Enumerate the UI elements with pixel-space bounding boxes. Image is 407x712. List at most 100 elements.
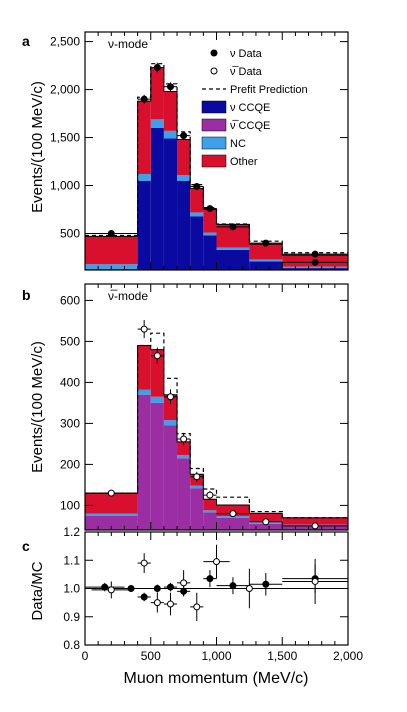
data-point-a-6 — [206, 205, 214, 213]
data-point-b-8 — [262, 518, 270, 526]
bar-other-a-2 — [150, 67, 164, 120]
legend-swatch-4 — [201, 118, 227, 132]
plot-area-c: 0.8 0.9 1.0 1.1 1.2 0 500 1,000 1,500 2,000 — [63, 525, 363, 663]
ratio-point-nu-1 — [127, 585, 135, 592]
data-point-a-9 — [311, 250, 319, 258]
bar-nubar_ccqe-b-6 — [203, 512, 217, 530]
xtick-label-0: 0 — [82, 649, 89, 663]
bar-nubar_ccqe-b-3 — [163, 425, 178, 530]
legend-swatch-3 — [201, 100, 227, 114]
bar-nu_ccqe-a-7 — [216, 249, 250, 270]
bar-nc-a-3 — [163, 130, 178, 139]
ratio-point-nu-0 — [101, 583, 109, 591]
ytick-label-a-1: 1,000 — [50, 179, 80, 193]
ytick-label-b-0: 100 — [60, 498, 80, 512]
bar-nu_ccqe-a-2 — [150, 127, 164, 270]
ratio-point-nubar-3 — [166, 600, 174, 608]
ratio-point-nu-4 — [166, 583, 174, 591]
bar-nc-b-3 — [163, 420, 178, 426]
ratio-point-nu-3 — [153, 585, 161, 592]
plot-area-b: 100 200 300 400 500 600 — [60, 283, 349, 531]
bar-nc-b-2 — [150, 396, 164, 403]
bar-nc-a-9 — [282, 266, 348, 269]
ytick-label-b-5: 600 — [60, 293, 80, 307]
ratio-point-nubar-0 — [107, 586, 115, 594]
legend-label-5: NC — [230, 138, 246, 150]
data-point-a-7 — [229, 223, 237, 231]
panel-b: b Events/(100 MeV/c) 100200300400500600 … — [22, 283, 349, 531]
bar-nc-b-5 — [190, 485, 204, 489]
bar-other-a-8 — [249, 244, 283, 260]
ytick-label-b-3: 400 — [60, 375, 80, 389]
xtick-label-1: 500 — [141, 649, 161, 663]
data-point-a-8 — [262, 239, 270, 247]
plot-area-a: 500 1,000 1,500 2,000 2,500 — [50, 31, 349, 271]
panel-b-label: b — [22, 287, 31, 303]
data-point-a-1 — [140, 95, 148, 103]
bar-other-a-6 — [203, 209, 217, 233]
data-point-b-6 — [206, 491, 214, 499]
ratio-point-nubar-5 — [193, 603, 201, 611]
bar-other-a-4 — [177, 139, 191, 175]
bar-nc-b-4 — [177, 454, 191, 459]
xtick-label-3: 1,500 — [267, 649, 297, 663]
bar-nu_ccqe-a-5 — [190, 216, 204, 270]
ytick-label-b-4: 500 — [60, 334, 80, 348]
legend-label-4: ν̅ CCQE — [230, 120, 270, 132]
bar-other-b-0 — [85, 493, 138, 514]
data-point-b-9 — [311, 522, 319, 530]
bar-nubar_ccqe-b-8 — [249, 523, 283, 530]
xtick-label-2: 1,000 — [201, 649, 231, 663]
bar-other-a-1 — [137, 101, 151, 175]
bar-nubar_ccqe-b-5 — [190, 488, 204, 530]
bar-nubar_ccqe-b-1 — [137, 394, 151, 530]
ratio-point-nubar-7 — [245, 585, 253, 592]
legend-label-1: ν̅ Data — [230, 66, 263, 78]
bar-other-b-9 — [282, 517, 348, 525]
legend-label-6: Other — [230, 156, 258, 168]
panel-a-mode-text: ν-mode — [108, 37, 148, 51]
data-point-a-0 — [107, 230, 115, 238]
ytick-label-c-1: 0.9 — [63, 610, 80, 624]
bar-other-a-0 — [85, 236, 138, 265]
prefit-line-a — [85, 63, 348, 254]
ytick-label-c-2: 1.0 — [63, 582, 80, 596]
bar-nu_ccqe-a-4 — [177, 180, 191, 270]
ratio-point-nubar-2 — [153, 599, 161, 607]
ratio-point-nubar-1 — [140, 559, 148, 567]
panel-c: c Data/MC 0.8 0.9 1.0 1.1 1.2 0 500 1,000 1,500 2… — [22, 525, 363, 687]
ratio-point-nu-8 — [262, 580, 270, 588]
bar-other-b-4 — [177, 441, 191, 455]
bar-nc-b-1 — [137, 389, 151, 395]
ratio-point-nubar-6 — [213, 558, 220, 566]
ratio-point-nubar-8 — [311, 577, 319, 585]
ytick-label-c-4: 1.2 — [63, 525, 80, 539]
data-point-b-4 — [180, 435, 188, 443]
bar-nu_ccqe-a-6 — [203, 235, 217, 270]
panel-c-ylabel: Data/MC — [29, 561, 46, 620]
legend-marker-1 — [210, 67, 218, 75]
bar-nc-a-4 — [177, 174, 191, 181]
panel-a-label: a — [22, 33, 30, 49]
ratio-point-nu-6 — [206, 575, 214, 583]
bar-other-b-6 — [203, 499, 217, 511]
bar-other-a-5 — [190, 188, 204, 213]
data-point-b-1 — [140, 325, 148, 333]
ytick-label-b-2: 300 — [60, 416, 80, 430]
ytick-label-a-2: 1,500 — [50, 131, 80, 145]
ytick-label-a-0: 500 — [60, 227, 80, 241]
data-point-b-2 — [153, 352, 161, 360]
panel-a: a Events/(100 MeV/c) 500 1,000 1,500 2,000 2… — [22, 31, 349, 271]
bar-other-b-1 — [137, 345, 151, 390]
data-point-a-4 — [180, 132, 188, 140]
ratio-point-nu-2 — [140, 593, 148, 601]
legend-label-2: Prefit Prediction — [230, 84, 308, 96]
bar-other-b-2 — [150, 349, 164, 397]
bar-nc-b-0 — [85, 513, 138, 516]
bar-nc-a-6 — [203, 232, 217, 236]
bar-nc-b-6 — [203, 510, 217, 513]
bar-nubar_ccqe-b-7 — [216, 517, 250, 530]
bar-nu_ccqe-a-1 — [137, 180, 151, 270]
data-point-a-3 — [166, 83, 174, 91]
